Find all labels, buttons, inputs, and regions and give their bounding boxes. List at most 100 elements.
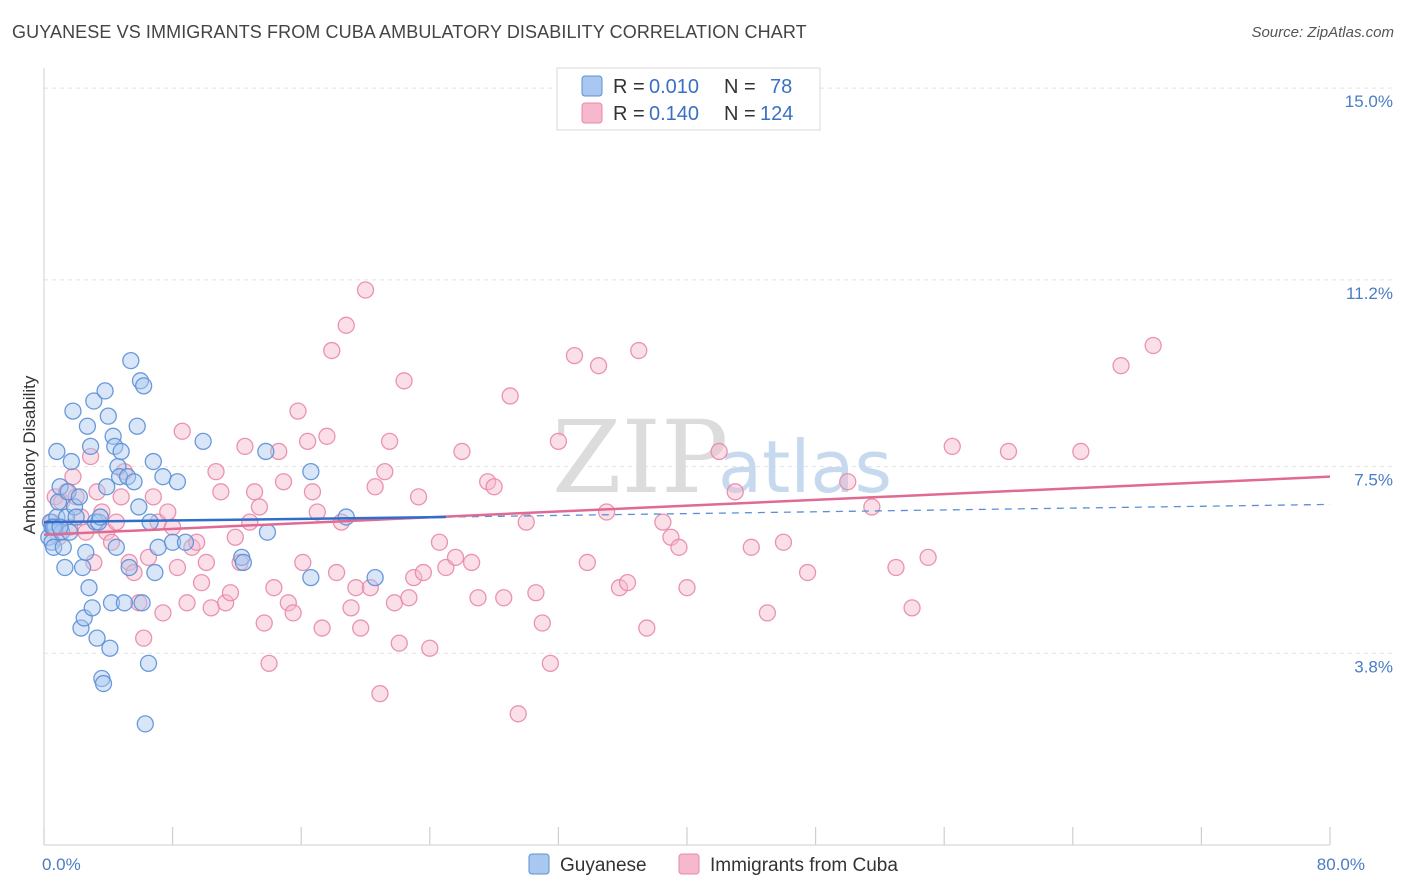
cuba-point	[327, 563, 346, 582]
guyanese-point	[80, 579, 98, 597]
cuba-point	[798, 563, 817, 582]
series-legend: Guyanese Immigrants from Cuba	[528, 853, 898, 876]
guyanese-point	[94, 674, 113, 693]
cuba-point	[462, 553, 481, 572]
cuba-point	[250, 498, 269, 516]
y-tick-labels: 3.8% 7.5% 11.2% 15.0%	[1345, 92, 1393, 676]
guyanese-point	[59, 483, 77, 501]
cuba-point	[405, 568, 423, 587]
watermark-zip: ZIP	[552, 399, 728, 516]
y-tick-label: 15.0%	[1345, 92, 1393, 111]
cuba-point	[485, 478, 503, 496]
guyanese-point	[64, 402, 82, 420]
cuba-point	[279, 594, 297, 612]
cuba-point	[313, 619, 331, 637]
guyanese-point	[77, 543, 95, 562]
cuba-point	[202, 599, 220, 617]
cuba-point	[597, 503, 616, 521]
y-tick-label: 11.2%	[1346, 284, 1393, 303]
legend-r-value-2: 0.140	[649, 103, 699, 125]
trend-lines	[43, 475, 1331, 536]
cuba-point	[236, 437, 254, 456]
guyanese-point	[163, 533, 182, 551]
cuba-point	[81, 447, 100, 466]
cuba-point	[135, 629, 153, 647]
cuba-point	[400, 589, 418, 607]
guyanese-point	[99, 407, 117, 425]
cuba-point	[323, 341, 341, 360]
x-axis-ticks	[43, 827, 1331, 845]
cuba-point	[192, 573, 211, 592]
bottom-legend-guyanese: Guyanese	[560, 855, 647, 876]
cuba-point	[501, 387, 519, 405]
guyanese-point	[136, 715, 154, 733]
legend-n-value-2: 124	[760, 103, 793, 125]
cuba-point	[163, 518, 182, 536]
cuba-point	[120, 553, 138, 572]
cuba-point	[361, 579, 379, 597]
stats-legend: R = 0.010 N = 78 R = 0.140 N = 124	[556, 67, 821, 131]
cuba-point	[102, 533, 121, 551]
guyanese-point	[302, 568, 320, 587]
guyanese-point	[56, 558, 74, 577]
legend-n-label-1: N =	[724, 76, 756, 98]
cuba-point	[1144, 336, 1162, 355]
cuba-point	[303, 483, 322, 501]
watermark: ZIP atlas	[552, 399, 892, 516]
guyanese-point	[139, 654, 158, 673]
cuba-point	[308, 503, 326, 521]
cuba-point	[255, 614, 273, 632]
cuba-point	[260, 654, 278, 673]
guyanese-point	[149, 538, 167, 556]
guyanese-point	[112, 442, 130, 461]
guyanese-point	[102, 594, 121, 612]
cuba-point	[453, 442, 471, 461]
guyanese-point	[48, 442, 66, 461]
cuba-point	[758, 604, 777, 622]
cuba-point	[618, 573, 637, 592]
cuba-point	[245, 483, 264, 501]
cuba-point	[352, 619, 370, 637]
cuba-point	[710, 442, 728, 461]
guyanese-point	[101, 639, 119, 657]
cuba-point	[670, 538, 688, 556]
cuba-point	[265, 579, 283, 597]
guyanese-point	[70, 488, 89, 506]
cuba-point	[919, 548, 937, 567]
guyanese-point	[62, 452, 80, 471]
cuba-point	[207, 462, 225, 481]
cuba-point	[168, 558, 187, 577]
cuba-point	[430, 533, 449, 551]
cuba-point	[638, 619, 656, 637]
cuba-point	[289, 402, 307, 420]
guyanese-point	[128, 417, 146, 435]
legend-r-value-1: 0.010	[649, 76, 699, 98]
cuba-point	[125, 563, 143, 582]
guyanese-point	[107, 538, 125, 556]
cuba-point	[414, 563, 433, 582]
cuba-point	[385, 594, 404, 612]
cuba-point	[395, 372, 413, 390]
guyanese-point	[44, 538, 63, 556]
cuba-point	[742, 538, 760, 556]
cuba-point	[774, 533, 793, 551]
cuba-point	[226, 528, 244, 546]
cuba-point	[589, 357, 608, 375]
cuba-point	[337, 316, 355, 334]
watermark-atlas: atlas	[718, 425, 892, 509]
guyanese-point	[81, 437, 100, 456]
guyanese-point	[234, 553, 252, 572]
chart-title: GUYANESE VS IMMIGRANTS FROM CUBA AMBULAT…	[12, 22, 807, 42]
legend-r-label-1: R =	[613, 76, 645, 98]
series-guyanese	[40, 351, 384, 733]
cuba-point	[549, 432, 568, 451]
cuba-point	[221, 584, 240, 602]
cuba-point	[630, 341, 648, 360]
cuba-point	[726, 483, 744, 501]
guyanese-point	[83, 599, 101, 617]
cuba-point	[159, 503, 177, 521]
cuba-point	[178, 594, 196, 612]
cuba-point	[366, 478, 384, 496]
guyanese-point	[115, 594, 134, 612]
cuba-point	[541, 654, 560, 673]
